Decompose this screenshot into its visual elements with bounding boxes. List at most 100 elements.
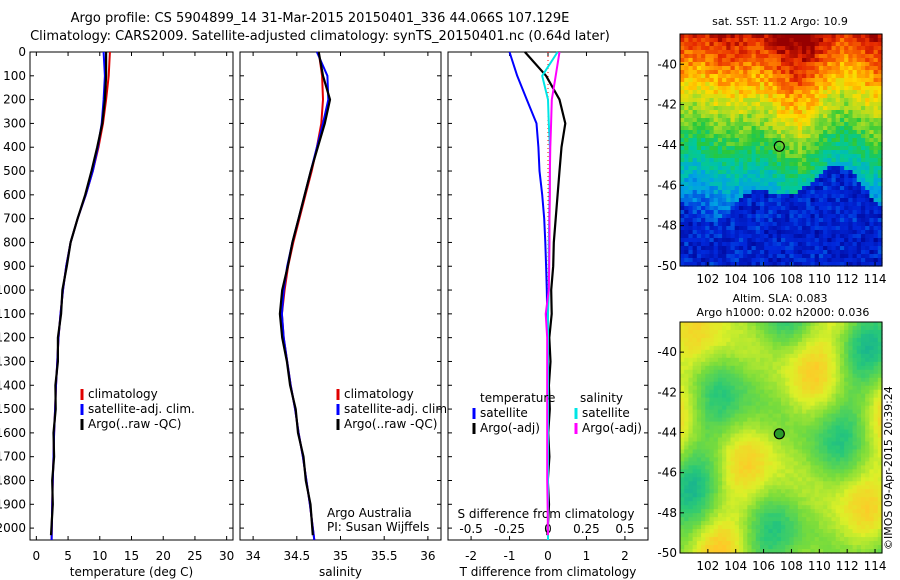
map-x-tick-label: 114 [864, 559, 887, 573]
sst-map-frame [679, 33, 883, 267]
x-axis-label-temperature: temperature (deg C) [70, 565, 193, 579]
credit-institution: Argo Australia [327, 506, 412, 520]
x-tick-label: 20 [156, 549, 171, 563]
y-tick-label: 2000 [0, 521, 26, 535]
sla-map-title-line2: Argo h1000: 0.02 h2000: 0.036 [696, 306, 870, 319]
sst-map-title: sat. SST: 11.2 Argo: 10.9 [712, 15, 848, 28]
y-tick-label: 1200 [0, 331, 26, 345]
legend-label: satellite [582, 406, 630, 420]
series-line-salinity-2 [278, 51, 332, 536]
map-y-tick-label: -50 [657, 259, 677, 273]
map-y-tick-label: -42 [657, 98, 677, 112]
x-tick-label: 34.5 [283, 549, 310, 563]
map-x-tick-label: 110 [808, 272, 831, 286]
map-x-tick-label: 104 [724, 272, 747, 286]
x-tick-label: 2 [621, 549, 629, 563]
map-y-tick-label: -46 [657, 178, 677, 192]
map-x-tick-label: 112 [836, 559, 859, 573]
legend-label: climatology [344, 387, 414, 401]
y-tick-label: 300 [3, 116, 26, 130]
y-tick-label: 1900 [0, 497, 26, 511]
y-tick-label: 0 [18, 45, 26, 59]
legend-label: Argo(-adj) [480, 421, 540, 435]
y-tick-label: 1400 [0, 378, 26, 392]
y-tick-label: 1600 [0, 426, 26, 440]
x-tick-label-s: -0.5 [459, 522, 482, 536]
x-tick-label-s: -0.25 [494, 522, 525, 536]
map-x-tick-label: 112 [836, 272, 859, 286]
map-x-tick-label: 102 [696, 272, 719, 286]
legend-label: climatology [88, 387, 158, 401]
x-tick-label: 0 [33, 549, 41, 563]
imos-watermark: ©IMOS 09-Apr-2015 20:39:24 [882, 386, 895, 550]
legend-label: Argo(-adj) [582, 421, 642, 435]
x-tick-label: 35.5 [371, 549, 398, 563]
y-tick-label: 400 [3, 140, 26, 154]
map-x-tick-label: 104 [724, 559, 747, 573]
legend-label: Argo(..raw -QC) [88, 417, 181, 431]
map-x-tick-label: 110 [808, 559, 831, 573]
map-y-tick-label: -40 [657, 345, 677, 359]
series-line-difference-3 [544, 51, 561, 536]
y-tick-label: 1100 [0, 307, 26, 321]
x-axis-label-difference: T difference from climatology [459, 565, 637, 579]
x-axis-label-salinity: salinity [319, 565, 362, 579]
map-x-tick-label: 114 [864, 272, 887, 286]
chart-title-line2: Climatology: CARS2009. Satellite-adjuste… [30, 29, 610, 44]
y-tick-label: 900 [3, 259, 26, 273]
legend-label: satellite-adj. clim. [344, 402, 451, 416]
x-tick-label: 15 [124, 549, 139, 563]
x-tick-label: -1 [504, 549, 516, 563]
map-y-tick-label: -44 [657, 138, 677, 152]
map-y-tick-label: -46 [657, 466, 677, 480]
x-tick-label: 35 [333, 549, 348, 563]
y-tick-label: 1300 [0, 354, 26, 368]
map-x-tick-label: 106 [752, 559, 775, 573]
x-tick-label: 0 [544, 549, 552, 563]
y-tick-label: 800 [3, 235, 26, 249]
y-tick-label: 500 [3, 164, 26, 178]
argo-position-marker [773, 428, 785, 440]
map-x-tick-label: 106 [752, 272, 775, 286]
legend-label: satellite [480, 406, 528, 420]
y-tick-label: 700 [3, 212, 26, 226]
map-x-tick-label: 102 [696, 559, 719, 573]
series-line-temperature-2 [49, 52, 108, 536]
legend-header-temperature: temperature [480, 391, 555, 405]
plot-frame-temperature [29, 51, 234, 541]
sst-map-cells [680, 34, 883, 267]
sla-map-frame [679, 321, 883, 554]
x-tick-label: 30 [219, 549, 234, 563]
plot-frame-salinity [239, 51, 442, 541]
map-y-tick-label: -50 [657, 546, 677, 560]
y-tick-label: 1000 [0, 283, 26, 297]
x-tick-label: 5 [64, 549, 72, 563]
x-tick-label: 25 [187, 549, 202, 563]
legend-label: satellite-adj. clim. [88, 402, 195, 416]
x-tick-label: 34 [245, 549, 260, 563]
y-tick-label: 100 [3, 69, 26, 83]
x-tick-label: 10 [92, 549, 107, 563]
y-tick-label: 1800 [0, 473, 26, 487]
legend-label: Argo(..raw -QC) [344, 417, 437, 431]
x-tick-label: -2 [465, 549, 477, 563]
map-y-tick-label: -42 [657, 385, 677, 399]
map-x-tick-label: 108 [780, 559, 803, 573]
map-y-tick-label: -48 [657, 219, 677, 233]
sla-map-cells [680, 322, 883, 554]
map-y-tick-label: -44 [657, 425, 677, 439]
map-y-tick-label: -48 [657, 506, 677, 520]
argo-position-marker [773, 140, 785, 152]
y-tick-label: 1700 [0, 450, 26, 464]
x-axis-label-top-difference: S difference from climatology [458, 507, 635, 521]
x-tick-label: 36 [420, 549, 435, 563]
legend-header-salinity: salinity [580, 391, 623, 405]
x-tick-label-s: 0.5 [615, 522, 634, 536]
credit-pi: PI: Susan Wijffels [327, 520, 429, 534]
map-y-tick-label: -40 [657, 57, 677, 71]
y-tick-label: 200 [3, 93, 26, 107]
y-tick-label: 1500 [0, 402, 26, 416]
sla-map-title-line1: Altim. SLA: 0.083 [732, 292, 828, 305]
y-tick-label: 600 [3, 188, 26, 202]
